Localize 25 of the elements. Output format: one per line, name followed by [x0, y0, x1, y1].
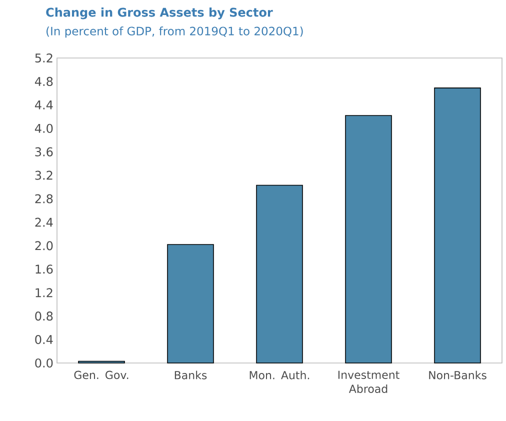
x-tick-label: Gen. Gov.: [74, 370, 128, 380]
y-tick-label: 4.4: [34, 100, 53, 110]
y-tick-label: 1.2: [36, 288, 52, 298]
y-tick-label: 4.8: [34, 76, 53, 86]
y-tick-label: 2.0: [35, 241, 53, 250]
chart-title: Change in Gross Assets by Sector: [46, 8, 273, 20]
bar: [345, 115, 392, 364]
y-tick-label: 2.8: [35, 194, 53, 204]
bar: [256, 184, 303, 364]
y-tick-label: 0.0: [35, 358, 53, 368]
x-tick-label: Investment Abroad: [338, 370, 400, 393]
x-tick-label: Banks: [174, 370, 207, 380]
y-tick-label: 0.8: [35, 312, 53, 321]
bar: [434, 88, 481, 364]
y-tick-label: 2.4: [35, 218, 53, 227]
bar: [167, 244, 214, 364]
y-tick-label: 3.2: [35, 170, 52, 180]
x-tick-label: Mon. Auth.: [250, 370, 310, 380]
chart-subtitle: (In percent of GDP, from 2019Q1 to 2020Q1): [46, 26, 303, 38]
y-tick-label: 5.2: [35, 53, 52, 63]
y-tick-label: 0.4: [35, 335, 53, 344]
x-tick-label: Non-Banks: [429, 370, 486, 380]
y-tick-label: 1.6: [36, 264, 53, 274]
y-tick-label: 4.0: [34, 124, 53, 133]
y-tick-label: 3.6: [35, 147, 53, 156]
